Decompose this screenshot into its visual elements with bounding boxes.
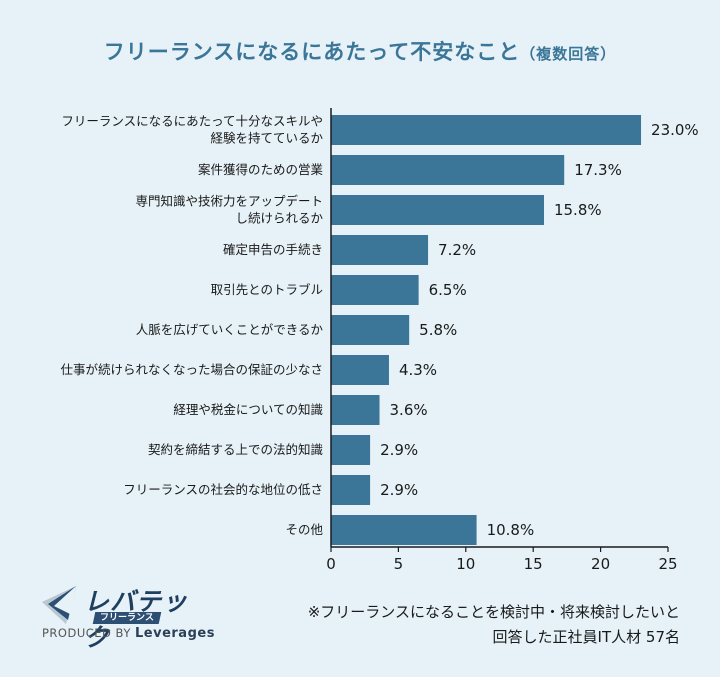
category-label: 経理や税金についての知識 xyxy=(173,402,323,417)
bar xyxy=(331,395,380,425)
category-label: その他 xyxy=(285,522,323,537)
bar xyxy=(331,475,371,505)
x-tick-label: 5 xyxy=(394,555,404,573)
value-label: 2.9% xyxy=(380,481,418,499)
x-tick-label: 10 xyxy=(456,555,475,573)
logo-subtitle: フリーランス xyxy=(92,612,162,624)
category-label: フリーランスになるにあたって十分なスキルや経験を持てているか xyxy=(61,114,323,146)
footnote: ※フリーランスになることを検討中・将来検討したいと 回答した正社員IT人材 57… xyxy=(308,600,680,650)
x-tick-label: 0 xyxy=(326,555,336,573)
bar xyxy=(331,315,410,345)
x-tick-label: 20 xyxy=(591,555,610,573)
category-label: フリーランスの社会的な地位の低さ xyxy=(123,482,323,497)
chart-title: フリーランスになるにあたって不安なこと（複数回答） xyxy=(0,36,720,66)
brand-logo: レバテック フリーランス PRODUCED BY Leverages xyxy=(40,582,214,652)
value-label: 15.8% xyxy=(554,201,602,219)
bar xyxy=(331,235,429,265)
bar xyxy=(331,155,565,185)
chart-title-subtitle: （複数回答） xyxy=(520,45,617,63)
value-label: 23.0% xyxy=(651,121,699,139)
logo-mark-icon xyxy=(42,586,76,624)
footnote-line-2: 回答した正社員IT人材 57名 xyxy=(492,628,680,646)
x-tick-label: 15 xyxy=(524,555,543,573)
footnote-line-1: ※フリーランスになることを検討中・将来検討したいと xyxy=(307,603,680,621)
value-label: 3.6% xyxy=(390,401,428,419)
value-label: 17.3% xyxy=(574,161,622,179)
category-label: 案件獲得のための営業 xyxy=(198,162,324,177)
category-label: 契約を締結する上での法的知識 xyxy=(148,442,323,457)
value-label: 10.8% xyxy=(487,521,535,539)
bar xyxy=(331,115,642,145)
bar xyxy=(331,515,477,545)
category-label: 人脈を広げていくことができるか xyxy=(136,322,324,337)
logo-produced-by: PRODUCED BY Leverages xyxy=(42,626,215,641)
chart-title-main: フリーランスになるにあたって不安なこと xyxy=(103,40,521,64)
bar-chart: 23.0% フリーランスになるにあたって十分なスキルや経験を持てているか 17.3%… xyxy=(60,108,699,573)
category-label: 確定申告の手続き xyxy=(223,242,323,257)
bar xyxy=(331,435,371,465)
category-label: 仕事が続けられなくなった場合の保証の少なさ xyxy=(60,362,323,377)
logo-wordmark: レバテック xyxy=(84,587,189,652)
value-label: 4.3% xyxy=(399,361,437,379)
value-label: 5.8% xyxy=(419,321,457,339)
category-label: 取引先とのトラブル xyxy=(211,282,323,297)
category-label: 専門知識や技術力をアップデートし続けられるか xyxy=(135,194,323,226)
bar xyxy=(331,275,419,305)
x-tick-label: 25 xyxy=(658,555,677,573)
bar xyxy=(331,195,544,225)
bar xyxy=(331,355,389,385)
value-label: 6.5% xyxy=(429,281,467,299)
value-label: 2.9% xyxy=(380,441,418,459)
value-label: 7.2% xyxy=(438,241,476,259)
